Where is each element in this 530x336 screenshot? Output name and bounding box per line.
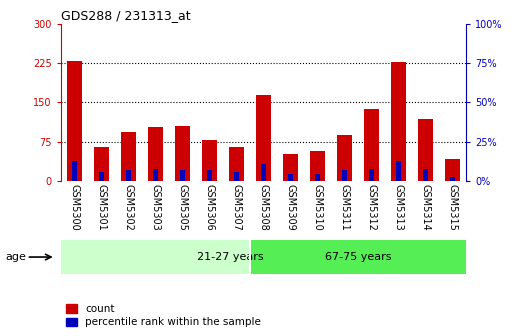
Bar: [121, 132, 136, 181]
Bar: [256, 95, 271, 181]
Bar: [180, 170, 185, 181]
Text: GSM5309: GSM5309: [286, 184, 296, 231]
Bar: [310, 151, 325, 181]
Text: GSM5314: GSM5314: [421, 184, 431, 231]
Bar: [67, 61, 82, 181]
Bar: [229, 147, 244, 181]
Bar: [148, 127, 163, 181]
Text: GSM5315: GSM5315: [448, 184, 458, 231]
Text: GSM5313: GSM5313: [394, 184, 404, 231]
Bar: [364, 109, 379, 181]
Text: GSM5311: GSM5311: [340, 184, 350, 231]
Bar: [342, 170, 347, 181]
Text: GSM5302: GSM5302: [123, 184, 134, 231]
Text: GSM5300: GSM5300: [69, 184, 80, 231]
Bar: [283, 154, 298, 181]
Text: GSM5305: GSM5305: [178, 184, 188, 231]
Bar: [337, 135, 352, 181]
Bar: [391, 62, 407, 181]
Text: GSM5307: GSM5307: [232, 184, 242, 231]
Bar: [207, 170, 212, 181]
Text: GSM5306: GSM5306: [205, 184, 215, 231]
Bar: [450, 177, 455, 181]
Legend: count, percentile rank within the sample: count, percentile rank within the sample: [66, 304, 261, 327]
Bar: [202, 140, 217, 181]
Bar: [126, 170, 131, 181]
Bar: [99, 172, 104, 181]
Bar: [234, 172, 239, 181]
Text: GDS288 / 231313_at: GDS288 / 231313_at: [61, 9, 191, 22]
Text: 67-75 years: 67-75 years: [325, 252, 392, 262]
Bar: [396, 161, 401, 181]
Bar: [315, 174, 320, 181]
Bar: [418, 119, 434, 181]
Bar: [61, 240, 250, 274]
Text: 21-27 years: 21-27 years: [197, 252, 263, 262]
Text: GSM5312: GSM5312: [367, 184, 377, 231]
Bar: [153, 169, 158, 181]
Text: GSM5310: GSM5310: [313, 184, 323, 231]
Bar: [261, 164, 266, 181]
Bar: [369, 169, 374, 181]
Bar: [423, 169, 428, 181]
Text: GSM5308: GSM5308: [259, 184, 269, 231]
Bar: [72, 161, 77, 181]
Text: age: age: [5, 252, 26, 262]
Bar: [175, 126, 190, 181]
Bar: [288, 174, 293, 181]
Bar: [445, 159, 461, 181]
Bar: [250, 240, 466, 274]
Text: GSM5303: GSM5303: [151, 184, 161, 231]
Bar: [94, 147, 109, 181]
Text: GSM5301: GSM5301: [96, 184, 107, 231]
